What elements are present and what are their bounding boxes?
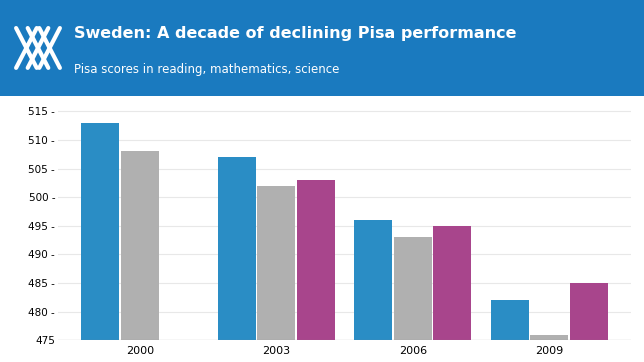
Bar (570, 283, 608, 340)
Bar (297, 180, 335, 340)
Bar (257, 186, 296, 340)
Bar (218, 157, 256, 340)
Bar (530, 334, 569, 340)
Bar (354, 220, 392, 340)
Text: Sweden: A decade of declining Pisa performance: Sweden: A decade of declining Pisa perfo… (74, 26, 516, 41)
Bar (491, 300, 529, 340)
Bar (81, 123, 119, 340)
Bar (120, 151, 159, 340)
Text: Pisa scores in reading, mathematics, science: Pisa scores in reading, mathematics, sci… (74, 63, 339, 76)
Bar (433, 226, 471, 340)
Bar (393, 237, 432, 340)
